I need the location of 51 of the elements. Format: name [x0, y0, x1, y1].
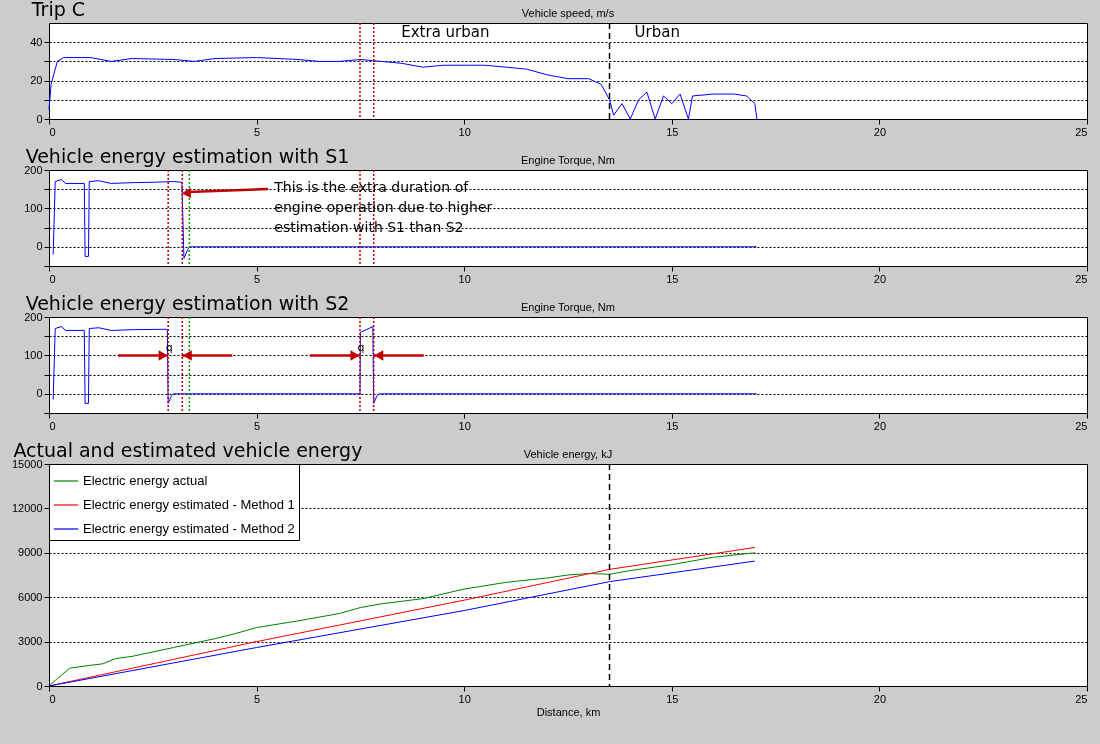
y-tick-label: 100: [24, 348, 43, 361]
y-tick-label: 0: [36, 240, 43, 253]
chart-subtitle: Engine Torque, Nm: [521, 154, 615, 166]
x-tick-label: 15: [666, 692, 679, 705]
x-tick-label: 10: [458, 419, 471, 432]
x-tick-label: 15: [666, 125, 679, 138]
y-tick-label: 0: [36, 679, 43, 692]
x-tick-label: 20: [873, 419, 887, 432]
line-series: [52, 326, 758, 404]
x-tick-label: 20: [873, 692, 887, 705]
chart-subtitle: Engine Torque, Nm: [521, 301, 615, 313]
x-tick-label: 0: [49, 419, 56, 432]
x-tick-label: 25: [1075, 419, 1088, 432]
x-tick-label: 10: [458, 692, 471, 705]
x-tick-label: 20: [873, 125, 887, 138]
x-tick-label: 15: [666, 419, 679, 432]
x-tick-label: 5: [254, 419, 261, 432]
legend-label: Electric energy estimated - Method 2: [83, 521, 295, 536]
y-tick-label: 6000: [18, 590, 43, 603]
chart-subtitle: Vehicle speed, m/s: [521, 7, 615, 19]
y-tick-label: 12000: [11, 501, 43, 514]
x-tick-label: 0: [49, 272, 56, 285]
x-tick-label: 10: [458, 272, 471, 285]
x-tick-label: 10: [458, 125, 471, 138]
chart-title: Trip C: [30, 0, 86, 20]
x-tick-label: 5: [254, 272, 261, 285]
annotation: This is the extra duration of engine operation due to higher estimation with S1 than S2: [273, 179, 493, 236]
x-tick-label: 25: [1075, 692, 1088, 705]
y-tick-label: 0: [36, 112, 43, 125]
x-tick-label: 20: [873, 272, 887, 285]
y-tick-label: 0: [36, 387, 43, 400]
x-tick-label: 25: [1075, 125, 1088, 138]
x-tick-label: 5: [254, 125, 261, 138]
y-tick-label: 9000: [18, 546, 43, 559]
legend-label: Electric energy actual: [83, 473, 208, 488]
x-tick-label: 15: [666, 272, 679, 285]
y-tick-label: 100: [24, 201, 43, 214]
x-tick-label: 0: [49, 692, 56, 705]
x-tick-label: 25: [1075, 272, 1088, 285]
line-series: [52, 179, 758, 259]
legend-label: Electric energy estimated - Method 1: [83, 497, 295, 512]
y-tick-label: 40: [30, 35, 43, 48]
chart-subtitle: Vehicle energy, kJ: [523, 448, 613, 460]
annotation: Urban: [634, 23, 680, 41]
y-tick-label: 20: [30, 74, 43, 87]
line-series: [48, 57, 758, 120]
y-tick-label: 3000: [18, 635, 43, 648]
x-tick-label: 0: [49, 125, 56, 138]
x-axis-title: Distance, km: [536, 705, 601, 718]
annotation: Extra urban: [401, 23, 490, 41]
x-tick-label: 5: [254, 692, 261, 705]
